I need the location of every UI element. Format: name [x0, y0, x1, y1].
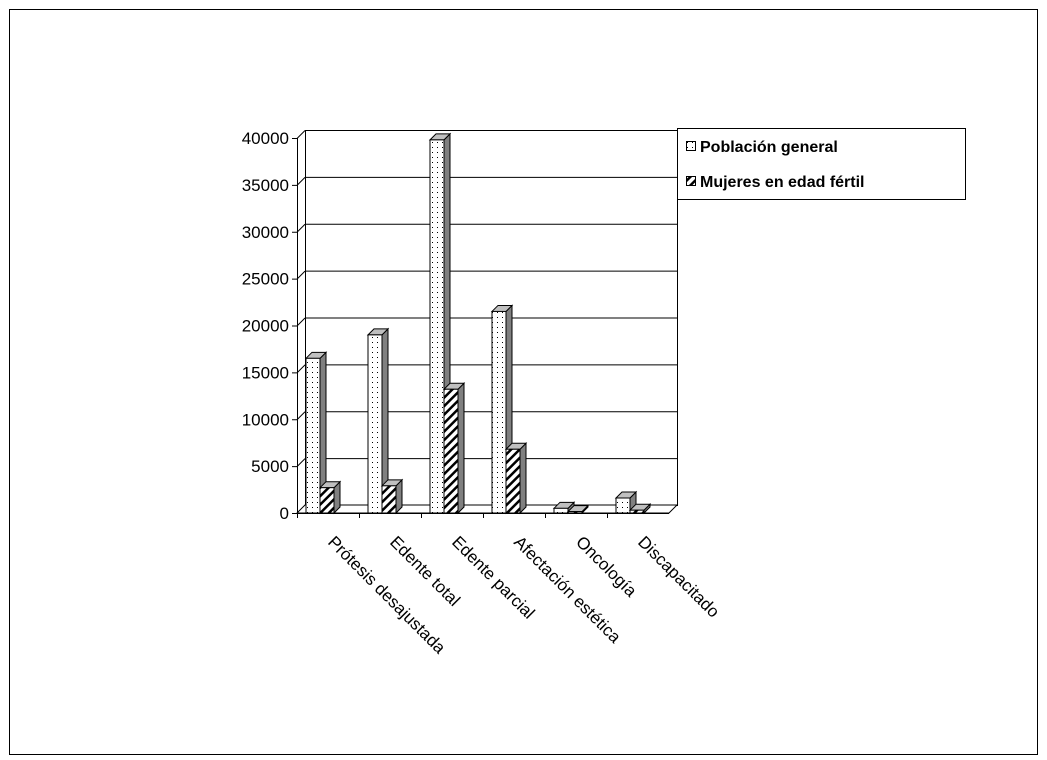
bar	[566, 504, 590, 515]
y-tick-label: 10000	[242, 410, 289, 429]
legend-swatch-poblacion	[686, 141, 696, 151]
bar	[318, 480, 342, 515]
bar	[628, 502, 652, 515]
bar	[366, 327, 390, 515]
legend-label-mujeres: Mujeres en edad fértil	[700, 174, 865, 191]
bar	[614, 490, 638, 515]
y-tick-label: 15000	[242, 363, 289, 382]
y-tick-label: 40000	[242, 129, 289, 148]
bar	[304, 351, 328, 515]
y-tick-label: 35000	[242, 176, 289, 195]
bar	[380, 478, 404, 515]
y-tick-label: 20000	[242, 317, 289, 336]
wall-edge	[296, 411, 306, 421]
legend-swatch-mujeres	[686, 176, 696, 186]
wall-edge	[296, 270, 306, 280]
y-tick-label: 25000	[242, 270, 289, 289]
y-tick-label: 30000	[242, 223, 289, 242]
wall-edge	[296, 130, 306, 139]
bar	[504, 442, 528, 515]
y-tick-label: 5000	[251, 457, 289, 476]
legend-label-poblacion: Población general	[700, 139, 838, 156]
wall-edge	[296, 317, 306, 327]
y-tick-label: 0	[280, 504, 289, 523]
wall-edge	[296, 223, 306, 233]
wall-edge	[296, 177, 306, 186]
wall-edge	[296, 364, 306, 374]
legend-box	[677, 128, 966, 200]
legend: Población general Mujeres en edad fértil	[677, 128, 966, 200]
bar	[442, 382, 466, 515]
wall-edge	[296, 458, 306, 467]
